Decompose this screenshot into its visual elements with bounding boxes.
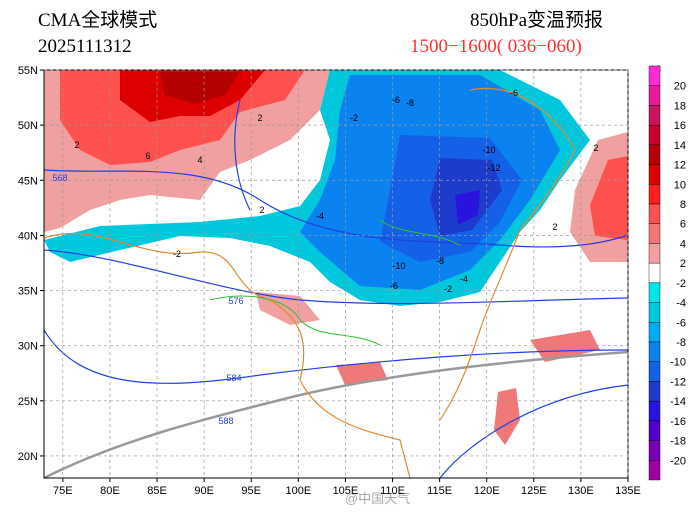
temp-contour-label: -8 [436,256,444,266]
colorbar-label: 16 [674,120,686,132]
colorbar-segment [648,223,661,244]
colorbar-label: 8 [680,199,686,211]
colorbar-label: 2 [680,258,686,270]
colorbar-segment [648,400,661,422]
colorbar-label: 14 [674,140,686,152]
colorbar-segment [648,85,661,106]
colorbar-segment [648,243,661,264]
temp-contour-label: -4 [316,211,324,221]
colorbar-segment [648,361,661,382]
temp-contour-label: -12 [487,163,500,173]
temp-contour-label: 2 [259,205,264,215]
valid-time: 1500−1600( 036−060) [410,36,582,57]
lat-tick-label: 35N [18,286,38,298]
height-contour-label: 588 [218,416,233,426]
colorbar-segment [648,262,661,284]
colorbar-segment [648,440,661,461]
temp-contour-label: -6 [392,95,400,105]
lon-tick-label: 105E [333,485,359,497]
lat-tick-label: 20N [18,451,38,463]
lon-tick-label: 85E [147,485,167,497]
lon-tick-label: 115E [427,485,452,497]
map-fields [44,70,628,478]
colorbar-segment [648,420,661,441]
lon-tick-label: 75E [53,485,73,497]
model-name: CMA全球模式 [38,9,157,31]
temp-contour-label: -2 [444,284,452,294]
colorbar-segment [648,322,661,343]
colorbar-segment [648,105,661,126]
colorbar-label: -2 [676,278,686,290]
colorbar-segment [648,203,661,224]
height-contour-label: 568 [52,173,67,183]
init-time: 2025111312 [38,36,132,57]
temp-contour-label: 2 [74,140,79,150]
temp-contour-label: 4 [197,155,202,165]
temp-contour-label: 2 [257,113,262,123]
colorbar-segment [648,460,661,481]
colorbar-segment [648,124,661,146]
temp-contour-label: 2 [593,143,598,153]
colorbar-segment [648,164,661,185]
colorbar-label: -8 [676,337,686,349]
colorbar-label: 10 [674,179,686,191]
lat-tick-label: 55N [18,65,38,77]
product-name: 850hPa变温预报 [470,9,603,31]
colorbar-label: 6 [680,219,686,231]
watermark: @中国天气 [345,491,410,506]
lon-tick-label: 120E [474,485,500,497]
lon-tick-label: 90E [194,485,214,497]
colorbar-label: -18 [670,436,686,448]
colorbar-label: -4 [676,298,686,310]
colorbar-label: -10 [670,357,686,369]
lat-tick-label: 50N [18,120,38,132]
colorbar-label: 12 [674,160,686,172]
lon-tick-label: 125E [521,485,547,497]
colorbar-segment [648,381,661,402]
colorbar-label: -14 [670,396,686,408]
temp-contour-label: -10 [392,261,405,271]
colorbar-label: 20 [674,81,686,93]
lat-tick-label: 25N [18,396,38,408]
lon-tick-label: 135E [615,485,641,497]
temp-contour-label: -4 [460,274,468,284]
temp-contour-label: -10 [482,145,495,155]
map-lines [44,87,628,478]
temp-contour-label: -6 [510,88,518,98]
lat-tick-label: 30N [18,341,38,353]
colorbar-segment [648,144,661,165]
temp-contour-label: 6 [145,151,150,161]
colorbar-label: -12 [670,376,686,388]
colorbar-label: 4 [680,238,686,250]
lat-tick-label: 45N [18,175,38,187]
lon-tick-label: 110E [380,485,405,497]
lon-tick-label: 95E [241,485,261,497]
temp-contour-label: -6 [390,281,398,291]
lon-tick-label: 100E [285,485,311,497]
lat-tick-label: 40N [18,230,38,242]
colorbar-segment [648,184,661,205]
colorbar-segment [648,302,661,323]
lon-tick-label: 80E [100,485,120,497]
height-contour-label: 576 [228,296,243,306]
temp-contour-label: 2 [552,222,557,232]
colorbar-segment [648,341,661,362]
temp-contour-label: -8 [406,98,414,108]
colorbar-label: 18 [674,100,686,112]
height-contour-label: 584 [226,373,241,383]
colorbar-label: -16 [670,416,686,428]
lon-tick-label: 130E [568,485,594,497]
colorbar-segment [648,282,661,303]
colorbar-label: -20 [670,455,686,467]
colorbar-label: -6 [676,317,686,329]
temp-contour-label: -2 [350,113,358,123]
temp-contour-label: -2 [173,249,181,259]
colorbar-segment [648,65,661,86]
